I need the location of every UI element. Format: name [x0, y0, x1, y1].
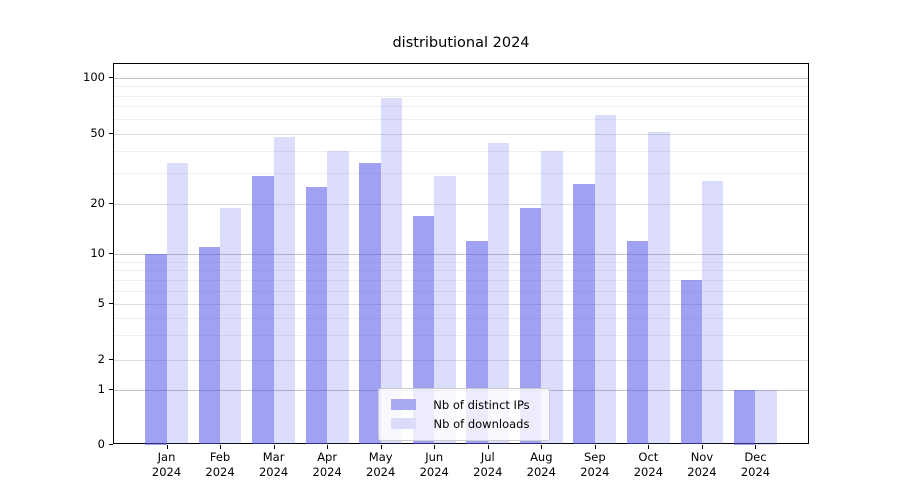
y-tick-label: 50: [90, 125, 105, 140]
gridline-major: [114, 304, 808, 306]
y-tick-mark: [109, 443, 113, 445]
y-tick-mark: [109, 389, 113, 390]
bar-downloads-sep: [594, 114, 617, 445]
gridline-minor: [114, 150, 808, 152]
bar-downloads-oct: [648, 132, 670, 445]
y-tick-label: 10: [90, 246, 105, 260]
y-tick-mark: [109, 253, 113, 254]
bar-downloads-feb: [220, 207, 242, 445]
gridline-minor: [114, 173, 808, 174]
x-tick-label: Apr 2024: [312, 450, 342, 479]
gridline-minor: [114, 118, 808, 120]
plot-area: [113, 62, 809, 445]
x-tick-label: Jun 2024: [419, 450, 449, 479]
gridline-major: [114, 254, 808, 255]
y-tick-label: 2: [97, 351, 105, 366]
x-tick-mark: [755, 444, 757, 449]
gridline-minor: [114, 86, 808, 88]
bar-downloads-aug: [541, 150, 563, 445]
x-tick-mark: [273, 444, 275, 449]
gridline-major: [114, 359, 808, 361]
y-tick-label: 100: [83, 69, 105, 84]
x-tick-label: Mar 2024: [258, 450, 289, 479]
y-tick-mark: [109, 76, 113, 78]
bar-downloads-dec: [755, 390, 777, 445]
gridline-minor: [114, 317, 808, 319]
legend-label-distinct-ips: Nb of distinct IPs: [433, 397, 530, 412]
x-tick-mark: [327, 444, 329, 449]
gridline-minor: [114, 106, 808, 108]
x-tick-mark: [487, 444, 489, 449]
y-tick-label: 20: [90, 196, 105, 211]
y-tick-mark: [109, 132, 113, 134]
legend-item-distinct-ips: Nb of distinct IPs: [389, 395, 539, 414]
bar-downloads-jan: [166, 163, 188, 445]
bar-distinct-ips-jan: [145, 254, 167, 445]
bar-distinct-ips-apr: [305, 187, 328, 445]
x-tick-label: Nov 2024: [687, 450, 717, 479]
x-tick-mark: [220, 444, 222, 449]
bar-distinct-ips-feb: [198, 247, 221, 445]
bar-downloads-may: [380, 97, 403, 445]
x-tick-label: Jul 2024: [473, 450, 503, 479]
y-tick-label: 1: [97, 382, 105, 396]
bar-distinct-ips-jun: [412, 215, 435, 445]
x-tick-label: Jan 2024: [151, 450, 182, 479]
gridline-minor: [114, 261, 808, 263]
bar-downloads-jun: [434, 175, 456, 445]
bar-distinct-ips-mar: [252, 175, 274, 445]
x-tick-mark: [648, 444, 650, 449]
gridline-minor: [114, 270, 808, 272]
x-tick-mark: [541, 444, 543, 449]
x-tick-label: Sep 2024: [580, 450, 610, 479]
y-tick-mark: [109, 358, 113, 360]
bar-distinct-ips-dec: [734, 390, 756, 445]
x-tick-label: Feb 2024: [205, 450, 235, 479]
bar-downloads-mar: [273, 136, 295, 445]
y-tick-mark: [109, 303, 113, 305]
x-tick-mark: [701, 444, 703, 449]
x-tick-label: Oct 2024: [633, 450, 664, 479]
gridline-minor: [114, 95, 808, 97]
gridline-minor: [114, 291, 808, 293]
gridline-major: [114, 204, 808, 206]
chart-title: distributional 2024: [392, 35, 530, 51]
bar-distinct-ips-sep: [573, 184, 595, 445]
x-tick-label: Aug 2024: [526, 450, 556, 479]
x-tick-mark: [166, 444, 168, 449]
legend-label-downloads: Nb of downloads: [433, 416, 530, 431]
bar-downloads-nov: [701, 181, 724, 445]
bar-distinct-ips-oct: [626, 240, 649, 445]
gridline-major: [114, 133, 808, 135]
legend: Nb of distinct IPs Nb of downloads: [378, 388, 550, 441]
bar-downloads-jul: [487, 143, 510, 445]
bar-distinct-ips-nov: [680, 279, 702, 445]
bar-distinct-ips-aug: [519, 207, 542, 445]
x-tick-label: May 2024: [366, 450, 396, 479]
legend-item-downloads: Nb of downloads: [389, 414, 539, 433]
y-tick-mark: [109, 203, 113, 205]
x-tick-mark: [434, 444, 436, 449]
bar-distinct-ips-may: [359, 163, 381, 445]
y-tick-label: 5: [97, 296, 105, 311]
legend-swatch-distinct-ips-icon: [391, 399, 416, 410]
gridline-minor: [114, 279, 808, 281]
legend-swatch-downloads-icon: [391, 418, 416, 429]
x-tick-mark: [594, 444, 596, 449]
x-tick-label: Dec 2024: [740, 450, 771, 479]
y-tick-label: 0: [97, 436, 105, 451]
gridline-minor: [114, 335, 808, 337]
gridline-major: [114, 77, 808, 79]
bar-downloads-apr: [327, 150, 349, 445]
x-tick-mark: [380, 444, 382, 449]
